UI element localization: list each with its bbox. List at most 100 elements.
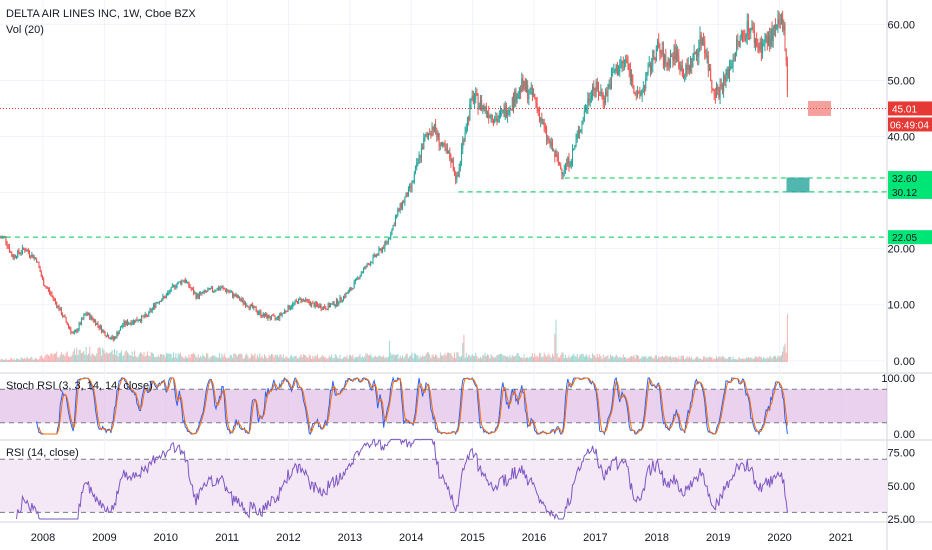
- candle-body: [548, 138, 550, 141]
- rsi-tick-label: 25.00: [887, 514, 915, 526]
- stoch-rsi-pane[interactable]: [0, 376, 887, 436]
- volume-bar: [425, 353, 427, 362]
- volume-bar: [701, 359, 703, 362]
- year-tick-label[interactable]: 2017: [583, 532, 607, 544]
- volume-bar: [660, 356, 662, 362]
- candle-body: [36, 258, 38, 263]
- candle-body: [157, 302, 159, 304]
- candle-body: [405, 192, 407, 198]
- candle-body: [272, 315, 274, 317]
- volume-bar: [616, 356, 618, 362]
- volume-bar: [763, 356, 765, 362]
- candle-body: [206, 291, 208, 293]
- candle-body: [372, 256, 374, 263]
- rsi-pane[interactable]: [0, 438, 887, 520]
- candle-body: [670, 55, 672, 68]
- price-pane[interactable]: [0, 10, 887, 362]
- volume-bar: [17, 358, 19, 362]
- candle-body: [242, 299, 244, 304]
- year-tick-label[interactable]: 2020: [767, 532, 791, 544]
- volume-bar: [222, 356, 224, 362]
- year-tick-label[interactable]: 2008: [31, 532, 55, 544]
- candle-body: [248, 307, 250, 309]
- volume-bar: [429, 354, 431, 362]
- candle-body: [780, 17, 782, 24]
- candle-body: [586, 107, 588, 111]
- volume-legend[interactable]: Vol (20): [6, 24, 44, 36]
- candle-body: [498, 112, 500, 119]
- candle-body: [640, 94, 642, 96]
- volume-bar: [472, 355, 474, 362]
- volume-bar: [59, 354, 61, 362]
- volume-bar: [3, 360, 5, 362]
- candle-body: [406, 192, 408, 197]
- volume-bar: [41, 357, 43, 362]
- candle-body: [398, 209, 400, 211]
- volume-bar: [453, 352, 455, 362]
- candle-body: [253, 306, 255, 308]
- year-tick-label[interactable]: 2013: [338, 532, 362, 544]
- time-axis[interactable]: 2008 2009 2010 2011 2012 2013 2014 2015 2016 2017…: [31, 532, 853, 544]
- volume-bar: [631, 355, 633, 362]
- candle-body: [704, 40, 706, 54]
- candle-body: [187, 281, 189, 283]
- volume-bar: [555, 319, 557, 362]
- volume-bar: [541, 357, 543, 362]
- volume-bar: [197, 354, 199, 362]
- candle-body: [354, 279, 356, 282]
- volume-bar: [403, 358, 405, 362]
- candle-body: [626, 59, 628, 64]
- volume-bar: [514, 355, 516, 362]
- symbol-title[interactable]: DELTA AIR LINES INC, 1W, Cboe BZX: [6, 8, 196, 20]
- volume-bar: [469, 355, 471, 362]
- volume-bar: [589, 357, 591, 362]
- candle-body: [82, 318, 84, 320]
- volume-bar: [662, 357, 664, 362]
- year-tick-label[interactable]: 2019: [706, 532, 730, 544]
- level-label-3: 22.05: [892, 233, 917, 244]
- volume-bar: [321, 355, 323, 362]
- candle-body: [425, 133, 427, 137]
- candle-body: [106, 334, 108, 337]
- candle-body: [433, 123, 435, 131]
- year-tick-label[interactable]: 2009: [92, 532, 116, 544]
- volume-bar: [217, 357, 219, 362]
- volume-bar: [20, 357, 22, 362]
- stoch-rsi-legend[interactable]: Stoch RSI (3, 3, 14, 14, close): [6, 380, 153, 392]
- volume-bar: [88, 353, 90, 362]
- volume-bar: [243, 358, 245, 362]
- rsi-legend[interactable]: RSI (14, close): [6, 447, 79, 459]
- volume-bar: [129, 355, 131, 362]
- year-tick-label[interactable]: 2015: [460, 532, 484, 544]
- candle-body: [12, 256, 14, 259]
- candle-body: [44, 285, 46, 287]
- volume-bar: [73, 348, 75, 362]
- candle-body: [647, 66, 649, 73]
- year-tick-label[interactable]: 2018: [645, 532, 669, 544]
- year-tick-label[interactable]: 2021: [829, 532, 853, 544]
- candle-body: [351, 288, 353, 291]
- candle-body: [751, 26, 753, 29]
- volume-bar: [117, 356, 119, 362]
- candle-body: [386, 242, 388, 244]
- volume-bar: [25, 358, 27, 362]
- volume-bar: [688, 356, 690, 362]
- volume-bar: [353, 358, 355, 362]
- year-tick-label[interactable]: 2012: [276, 532, 300, 544]
- year-tick-label[interactable]: 2011: [215, 532, 239, 544]
- candle-body: [13, 255, 15, 259]
- candle-body: [666, 62, 668, 66]
- candle-body: [275, 318, 277, 320]
- year-tick-label[interactable]: 2016: [522, 532, 546, 544]
- year-tick-label[interactable]: 2010: [153, 532, 177, 544]
- candle-body: [70, 328, 72, 333]
- year-tick-label[interactable]: 2014: [399, 532, 423, 544]
- candle-body: [672, 56, 674, 61]
- volume-bar: [358, 356, 360, 362]
- volume-bar: [135, 355, 137, 362]
- candle-body: [765, 35, 767, 42]
- volume-bar: [207, 353, 209, 362]
- candle-body: [701, 38, 703, 45]
- candle-body: [350, 289, 352, 291]
